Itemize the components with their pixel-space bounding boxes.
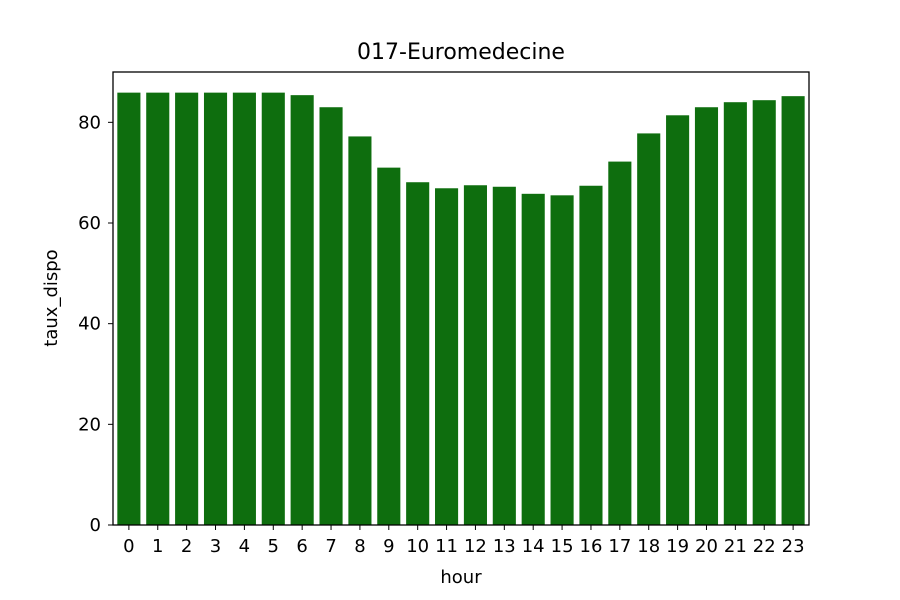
- x-tick-label-6: 6: [296, 536, 307, 557]
- chart-title: 017-Euromedecine: [357, 40, 565, 65]
- x-tick-label-18: 18: [637, 536, 660, 557]
- x-tick-label-16: 16: [580, 536, 603, 557]
- y-axis-label: taux_dispo: [41, 249, 62, 346]
- x-tick-label-8: 8: [354, 536, 365, 557]
- bar-9: [377, 167, 401, 525]
- x-tick-label-5: 5: [268, 536, 279, 557]
- x-tick-label-0: 0: [123, 536, 134, 557]
- x-tick-label-12: 12: [464, 536, 487, 557]
- bar-19: [666, 115, 690, 525]
- bar-21: [723, 102, 747, 525]
- x-tick-label-9: 9: [383, 536, 394, 557]
- bar-5: [261, 92, 285, 525]
- x-tick-label-3: 3: [210, 536, 221, 557]
- x-axis: 0 1 2 3 4 5 6 7 8 9 10 11 12 13 14 15 16 17 18 19 20 21 22 23: [123, 525, 805, 557]
- bar-7: [319, 107, 343, 525]
- x-tick-label-20: 20: [695, 536, 718, 557]
- x-axis-label: hour: [440, 567, 482, 588]
- bar-23: [781, 96, 805, 525]
- plot-frame: [112, 71, 810, 526]
- bar-8: [348, 136, 372, 525]
- bar-2: [175, 92, 199, 525]
- x-tick-label-21: 21: [724, 536, 747, 557]
- bar-12: [463, 185, 487, 525]
- x-tick-label-19: 19: [666, 536, 689, 557]
- x-tick-label-23: 23: [782, 536, 805, 557]
- bar-10: [406, 182, 430, 526]
- bar-6: [290, 95, 314, 526]
- bars-group: [117, 92, 805, 526]
- bar-13: [492, 186, 516, 525]
- y-tick-label-0: 0: [90, 515, 101, 536]
- x-tick-label-22: 22: [753, 536, 776, 557]
- x-tick-label-14: 14: [522, 536, 545, 557]
- x-tick-label-11: 11: [435, 536, 458, 557]
- bar-4: [232, 92, 256, 525]
- x-tick-label-10: 10: [406, 536, 429, 557]
- bar-22: [752, 100, 776, 525]
- bar-14: [521, 193, 545, 525]
- y-tick-label-40: 40: [78, 314, 101, 335]
- x-tick-label-17: 17: [608, 536, 631, 557]
- bar-17: [608, 161, 632, 525]
- y-tick-label-80: 80: [78, 112, 101, 133]
- y-axis: 0 20 40 60 80: [78, 112, 113, 536]
- x-tick-label-2: 2: [181, 536, 192, 557]
- x-tick-label-4: 4: [239, 536, 250, 557]
- x-tick-label-7: 7: [325, 536, 336, 557]
- bar-3: [203, 92, 228, 525]
- bar-11: [435, 188, 459, 525]
- bar-18: [637, 133, 661, 525]
- x-tick-label-13: 13: [493, 536, 516, 557]
- bar-1: [146, 92, 170, 525]
- x-tick-label-1: 1: [152, 536, 163, 557]
- bar-15: [550, 195, 574, 525]
- bar-16: [579, 185, 603, 525]
- x-tick-label-15: 15: [551, 536, 574, 557]
- y-tick-label-60: 60: [78, 213, 101, 234]
- bar-0: [117, 92, 141, 525]
- bar-20: [694, 107, 719, 525]
- y-tick-label-20: 20: [78, 414, 101, 435]
